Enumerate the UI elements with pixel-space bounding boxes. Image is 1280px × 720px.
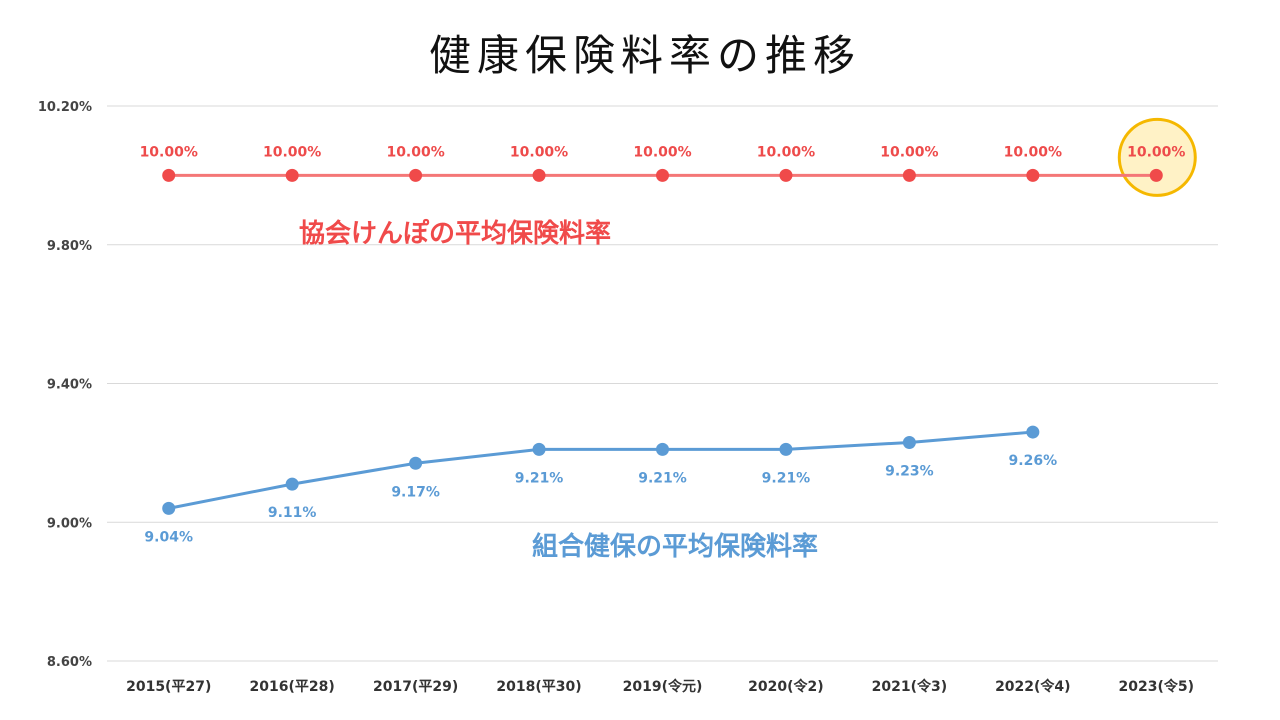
data-point [285, 477, 299, 491]
data-point [779, 168, 793, 182]
data-label: 9.04% [144, 529, 193, 545]
data-point [532, 442, 546, 456]
data-label: 9.21% [515, 470, 564, 486]
series-line-1 [168, 430, 1033, 510]
x-tick-label: 2023(令5) [1119, 678, 1195, 695]
data-point [162, 501, 176, 515]
data-label: 9.26% [1009, 453, 1058, 469]
y-axis-ticks: 8.60% 9.00% 9.40% 9.80% 10.20% [38, 100, 92, 670]
y-tick-label: 9.00% [47, 516, 92, 531]
data-label: 10.00% [386, 144, 444, 160]
chart-title: 健康保険料率の推移 [429, 31, 861, 80]
data-label: 10.00% [510, 144, 568, 160]
data-point [656, 442, 669, 456]
data-point [285, 168, 299, 182]
data-label: 9.21% [638, 470, 687, 486]
series-name-kumiai: 組合健保の平均保険料率 [532, 531, 818, 562]
data-point [1149, 168, 1163, 182]
data-point [1026, 168, 1040, 182]
grid-lines [107, 105, 1218, 662]
data-point [162, 168, 176, 182]
series-points [162, 168, 1163, 515]
y-tick-label: 8.60% [47, 655, 92, 670]
data-label: 9.23% [885, 463, 934, 479]
x-tick-label: 2016(平28) [250, 679, 335, 695]
data-label: 9.21% [762, 470, 811, 486]
x-tick-label: 2021(令3) [872, 678, 948, 695]
data-label: 10.00% [757, 144, 815, 160]
x-tick-label: 2022(令4) [995, 678, 1071, 695]
data-label: 10.00% [1127, 144, 1185, 160]
data-label: 10.00% [1004, 144, 1062, 160]
data-label: 10.00% [880, 144, 938, 160]
x-tick-label: 2019(令元) [623, 678, 703, 695]
data-point [656, 168, 669, 182]
data-point [409, 168, 423, 182]
y-tick-label: 10.20% [38, 100, 92, 115]
series-name-kyokai: 協会けんぽの平均保険料率 [299, 218, 611, 249]
data-point [902, 435, 916, 449]
x-tick-label: 2018(平30) [496, 679, 581, 695]
y-tick-label: 9.40% [47, 378, 92, 393]
x-tick-label: 2020(令2) [748, 678, 824, 695]
data-point [532, 168, 546, 182]
data-label: 9.11% [268, 505, 317, 521]
data-point [902, 168, 916, 182]
x-tick-label: 2015(平27) [126, 679, 211, 695]
data-label: 9.17% [391, 484, 440, 500]
x-axis-ticks: 2015(平27) 2016(平28) 2017(平29) 2018(平30) 2019… [126, 678, 1194, 695]
data-point [1026, 425, 1040, 439]
data-point [409, 456, 423, 470]
y-tick-label: 9.80% [47, 239, 92, 254]
data-label: 10.00% [140, 144, 198, 160]
data-label: 10.00% [263, 144, 321, 160]
data-label: 10.00% [633, 144, 691, 160]
x-tick-label: 2017(平29) [373, 679, 458, 695]
data-point [779, 442, 793, 456]
data-labels: 10.00% 10.00% 10.00% 10.00% 10.00% 10.00% 10.0… [140, 144, 1186, 545]
